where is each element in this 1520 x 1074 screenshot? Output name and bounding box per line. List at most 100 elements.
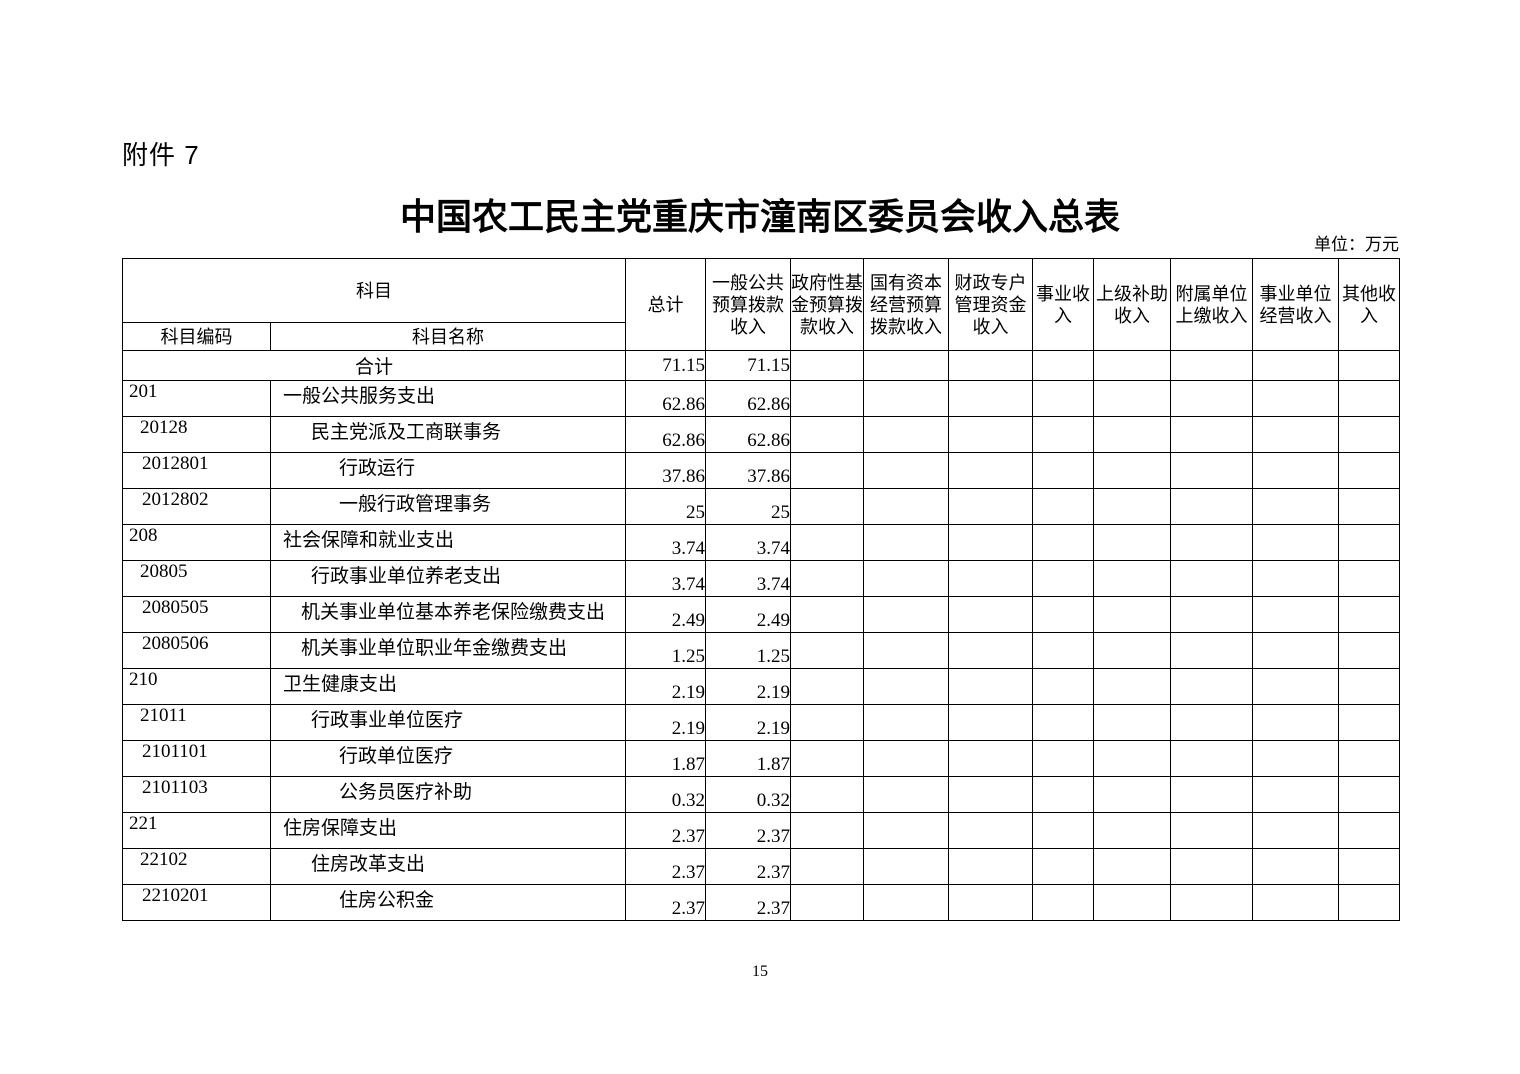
amount-cell — [1093, 776, 1171, 813]
amount-cell — [1170, 632, 1253, 669]
amount-cell: 2.37 — [625, 884, 706, 921]
subject-code-cell: 20128 — [122, 416, 271, 453]
amount-cell — [948, 416, 1033, 453]
amount-cell — [1338, 668, 1400, 705]
amount-cell: 1.25 — [705, 632, 791, 669]
amount-cell: 2.49 — [625, 596, 706, 633]
amount-cell — [1093, 884, 1171, 921]
table-row: 2080506 机关事业单位职业年金缴费支出 1.25 1.25 — [122, 632, 1400, 669]
amount-cell — [1032, 488, 1094, 525]
amount-cell — [1093, 704, 1171, 741]
column-header: 政府性基金预算拨款收入 — [790, 258, 864, 351]
income-summary-table: 科目 总计 一般公共预算拨款收入 政府性基金预算拨款收入 国有资本经营预算拨款收入 财政… — [122, 258, 1400, 921]
table-body: 合计 71.15 71.15 201 一般公共服务支出 62.86 62.86 20128 民主… — [122, 350, 1400, 921]
amount-cell — [863, 416, 949, 453]
header-row-top: 科目 总计 一般公共预算拨款收入 政府性基金预算拨款收入 国有资本经营预算拨款收入 财政… — [122, 258, 1400, 351]
amount-cell — [863, 776, 949, 813]
table-row: 22102 住房改革支出 2.37 2.37 — [122, 848, 1400, 885]
amount-cell — [1170, 560, 1253, 597]
column-header: 事业收入 — [1032, 258, 1094, 351]
amount-cell: 2.19 — [705, 704, 791, 741]
amount-cell — [1338, 632, 1400, 669]
subject-name-cell: 社会保障和就业支出 — [270, 524, 626, 561]
amount-cell — [863, 812, 949, 849]
subject-name-cell: 行政事业单位养老支出 — [270, 560, 626, 597]
amount-cell — [1252, 524, 1339, 561]
amount-cell — [1170, 776, 1253, 813]
amount-cell — [1032, 452, 1094, 489]
amount-cell — [863, 452, 949, 489]
amount-cell — [1170, 848, 1253, 885]
amount-cell — [863, 380, 949, 417]
column-header: 财政专户管理资金收入 — [948, 258, 1033, 351]
amount-cell — [948, 380, 1033, 417]
amount-cell — [790, 884, 864, 921]
subject-code-cell: 2080505 — [122, 596, 271, 633]
amount-cell: 62.86 — [625, 380, 706, 417]
amount-cell — [790, 704, 864, 741]
subject-name-cell: 卫生健康支出 — [270, 668, 626, 705]
table-row: 2012801 行政运行 37.86 37.86 — [122, 452, 1400, 489]
column-header: 国有资本经营预算拨款收入 — [863, 258, 949, 351]
amount-cell — [863, 668, 949, 705]
amount-cell: 2.19 — [705, 668, 791, 705]
amount-cell — [1338, 884, 1400, 921]
amount-cell — [948, 560, 1033, 597]
amount-cell — [1338, 380, 1400, 417]
amount-cell — [1170, 668, 1253, 705]
table-row: 221 住房保障支出 2.37 2.37 — [122, 812, 1400, 849]
table-row: 21011 行政事业单位医疗 2.19 2.19 — [122, 704, 1400, 741]
amount-cell — [1252, 488, 1339, 525]
amount-cell — [1338, 452, 1400, 489]
amount-cell — [790, 560, 864, 597]
amount-cell — [1032, 416, 1094, 453]
amount-cell: 62.86 — [705, 380, 791, 417]
total-label-cell: 合计 — [122, 350, 626, 381]
amount-cell — [1032, 350, 1094, 381]
amount-cell — [790, 416, 864, 453]
amount-cell — [1338, 350, 1400, 381]
amount-cell — [790, 488, 864, 525]
amount-cell: 0.32 — [625, 776, 706, 813]
amount-cell — [948, 812, 1033, 849]
amount-cell — [863, 848, 949, 885]
column-header: 其他收入 — [1338, 258, 1400, 351]
amount-cell — [1170, 452, 1253, 489]
amount-cell — [1170, 416, 1253, 453]
amount-cell — [1252, 884, 1339, 921]
amount-cell — [1170, 884, 1253, 921]
attachment-label: 附件 7 — [122, 140, 200, 170]
amount-cell — [790, 740, 864, 777]
amount-cell — [1032, 668, 1094, 705]
amount-cell — [948, 524, 1033, 561]
amount-cell — [948, 632, 1033, 669]
amount-cell — [1252, 560, 1339, 597]
amount-cell — [1032, 632, 1094, 669]
amount-cell: 25 — [625, 488, 706, 525]
amount-cell — [1338, 740, 1400, 777]
amount-cell — [1252, 740, 1339, 777]
amount-cell — [863, 632, 949, 669]
amount-cell — [863, 704, 949, 741]
amount-cell — [790, 812, 864, 849]
amount-cell — [1338, 560, 1400, 597]
amount-cell — [1252, 596, 1339, 633]
amount-cell — [1093, 488, 1171, 525]
table-row: 2210201 住房公积金 2.37 2.37 — [122, 884, 1400, 921]
amount-cell — [948, 848, 1033, 885]
amount-cell — [948, 668, 1033, 705]
page-number: 15 — [752, 963, 768, 980]
amount-cell — [790, 668, 864, 705]
subject-code-cell: 201 — [122, 380, 271, 417]
table-row: 210 卫生健康支出 2.19 2.19 — [122, 668, 1400, 705]
amount-cell: 37.86 — [705, 452, 791, 489]
amount-cell: 1.87 — [625, 740, 706, 777]
amount-cell: 3.74 — [705, 524, 791, 561]
subject-code-cell: 22102 — [122, 848, 271, 885]
column-header: 上级补助收入 — [1093, 258, 1171, 351]
amount-cell: 1.87 — [705, 740, 791, 777]
amount-cell — [790, 452, 864, 489]
amount-cell — [1093, 740, 1171, 777]
subject-code-cell: 20805 — [122, 560, 271, 597]
amount-cell — [1032, 524, 1094, 561]
